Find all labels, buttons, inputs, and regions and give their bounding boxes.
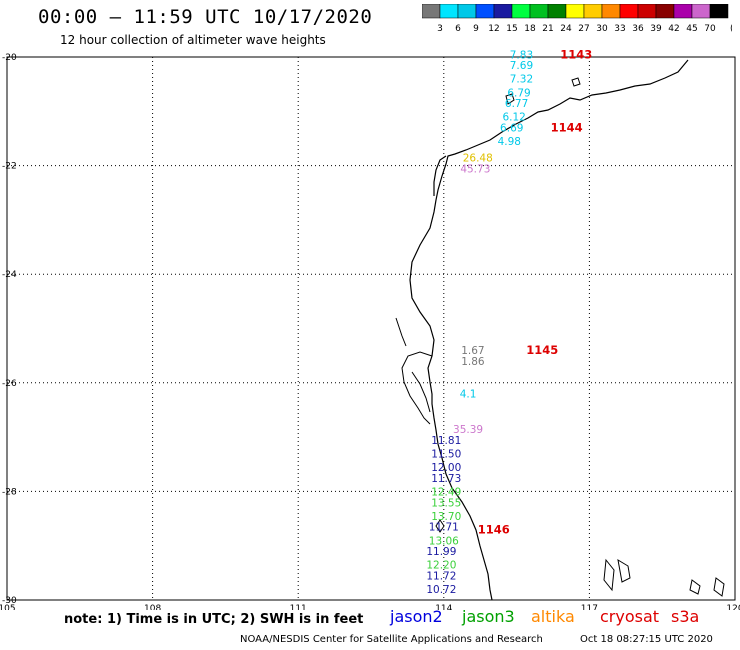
credit-date: Oct 18 08:27:15 UTC 2020 [580,634,713,645]
island-outline [603,558,615,592]
scale-label: 18 [524,24,536,34]
wave-height-value: 11.81 [431,435,461,447]
wave-height-value: 11.72 [426,571,456,583]
scale-label: 39 [650,24,662,34]
satellite-jason2: jason2 [390,607,443,626]
island-outline [505,93,515,105]
wave-height-value: 6.12 [502,112,525,124]
scale-label: 12 [488,24,499,34]
wave-height-value: 45.73 [460,163,490,175]
wave-height-value: 6.69 [500,123,523,135]
lon-label: 117 [581,604,598,610]
satellite-jason3: jason3 [462,607,515,626]
wave-height-value: 11.99 [426,546,456,558]
scale-label: 24 [560,24,572,34]
wave-height-value: 26.48 [463,152,493,164]
wave-height-value: 1.86 [461,356,485,368]
lat-label: -26 [2,379,17,389]
wave-height-value: 1.67 [461,345,484,357]
wave-height-value: 13.70 [431,511,461,523]
scale-label: 27 [578,24,589,34]
lat-label: -24 [2,270,17,280]
track-label: 1144 [551,121,583,135]
scale-label: 42 [668,24,679,34]
wave-height-value: 6.77 [505,98,528,110]
island-outline [713,577,725,597]
scale-label: (ft) [730,24,732,34]
satellite-altika: altika [531,607,575,626]
scale-label: 33 [614,24,625,34]
wave-height-value: 35.39 [453,424,483,436]
lon-label: 108 [144,604,161,610]
wave-height-value: 7.69 [510,60,533,72]
island-outline [617,559,631,583]
footer-note: note: 1) Time is in UTC; 2) SWH is in fe… [64,612,364,627]
scale-label: 45 [686,24,697,34]
track-label: 1143 [560,47,592,61]
wave-height-value: 7.32 [510,74,533,86]
island-outline [689,579,701,595]
wave-height-value: 13.55 [431,497,461,509]
wave-height-value: 4.1 [460,389,477,401]
lat-label: -30 [2,596,17,606]
lon-label: 120 [726,604,740,610]
lon-label: 105 [0,604,16,610]
credit-text: NOAA/NESDIS Center for Satellite Applica… [240,634,543,645]
lon-label: 114 [435,604,452,610]
wave-height-value: 12.49 [431,486,461,498]
scale-label: 3 [437,24,443,34]
wave-height-map: 105 108 111 114 117 120 -20 -22 -24 -26 -28 -30 7.83… [0,47,740,610]
scale-label: 30 [596,24,608,34]
wave-height-value: 4.98 [498,136,521,148]
track-label: 1146 [478,522,510,536]
wave-height-value: 11.71 [429,522,459,534]
island-outline [435,519,445,533]
wave-height-value: 10.72 [426,584,456,596]
wave-height-value: 6.79 [507,87,530,99]
scale-label: 6 [455,24,461,34]
wave-height-value: 12.20 [426,560,456,572]
lat-label: -22 [2,162,17,172]
island-outline [571,77,581,87]
satellite-s3a: s3a [671,607,700,626]
wave-height-value: 11.50 [431,448,461,460]
track-label: 1145 [526,343,558,357]
scale-label: 15 [506,24,517,34]
scale-swatch [709,4,729,19]
scale-label: 9 [473,24,479,34]
wave-height-value: 11.73 [431,473,461,485]
wave-height-value: 7.83 [510,49,533,61]
shark-bay-outline [395,317,433,425]
scale-label: 21 [542,24,553,34]
coastline [409,59,689,601]
scale-label: 36 [632,24,644,34]
page-subtitle: 12 hour collection of altimeter wave hei… [60,33,326,47]
map-frame [6,56,736,601]
lat-label: -20 [2,53,17,63]
scale-label: 70 [704,24,716,34]
satellite-cryosat: cryosat [600,607,660,626]
lat-label: -28 [2,487,17,497]
wave-height-value: 13.06 [429,535,459,547]
wave-height-value: 12.00 [431,462,461,474]
lon-label: 111 [290,604,307,610]
page-title: 00:00 – 11:59 UTC 10/17/2020 [38,6,373,28]
coastline-cape [433,155,447,196]
